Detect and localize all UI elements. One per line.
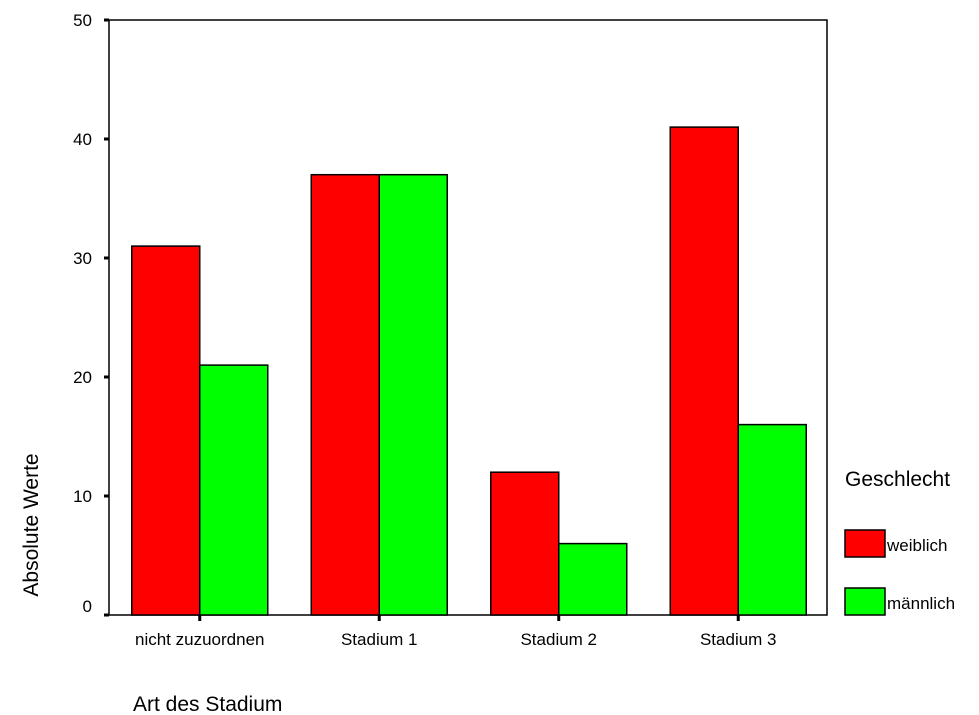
bar-stadium-1-weiblich <box>310 173 380 616</box>
x-tick-label: nicht zuzuordnen <box>135 630 264 649</box>
x-tick-label: Stadium 1 <box>341 630 418 649</box>
bar-stadium-3-weiblich <box>669 126 739 616</box>
legend-title: Geschlecht <box>845 468 950 491</box>
bar-stadium-2-männlich <box>558 542 628 616</box>
bar-stadium-2-weiblich <box>490 471 560 616</box>
legend-swatch-männlich <box>844 587 886 616</box>
y-tick-label: 10 <box>73 487 92 506</box>
y-tick-label: 20 <box>73 368 92 387</box>
bar-nicht-zuzuordnen-weiblich <box>131 245 201 616</box>
bars-group <box>131 126 807 616</box>
y-tick-label: 30 <box>73 249 92 268</box>
plot-frame <box>108 19 828 616</box>
bar-stadium-3-männlich <box>737 423 807 616</box>
x-axis-title: Art des Stadium <box>133 693 282 715</box>
x-tick-label: Stadium 2 <box>520 630 597 649</box>
legend-swatch-weiblich <box>844 529 886 558</box>
y-axis-title: Absolute Werte <box>20 453 43 596</box>
legend: weiblich männlich <box>844 529 955 616</box>
x-tick-label: Stadium 3 <box>700 630 777 649</box>
y-tick-label: 50 <box>73 11 92 30</box>
legend-label-weiblich: weiblich <box>886 536 947 555</box>
bar-nicht-zuzuordnen-männlich <box>199 364 269 616</box>
x-axis-ticks: nicht zuzuordnen Stadium 1 Stadium 2 Stadiu… <box>135 615 777 649</box>
bar-stadium-1-männlich <box>378 173 448 616</box>
y-tick-label: 0 <box>83 597 92 616</box>
legend-label-männlich: männlich <box>887 594 955 613</box>
y-axis-ticks: 0 10 20 30 40 50 <box>73 11 109 617</box>
y-tick-label: 40 <box>73 130 92 149</box>
